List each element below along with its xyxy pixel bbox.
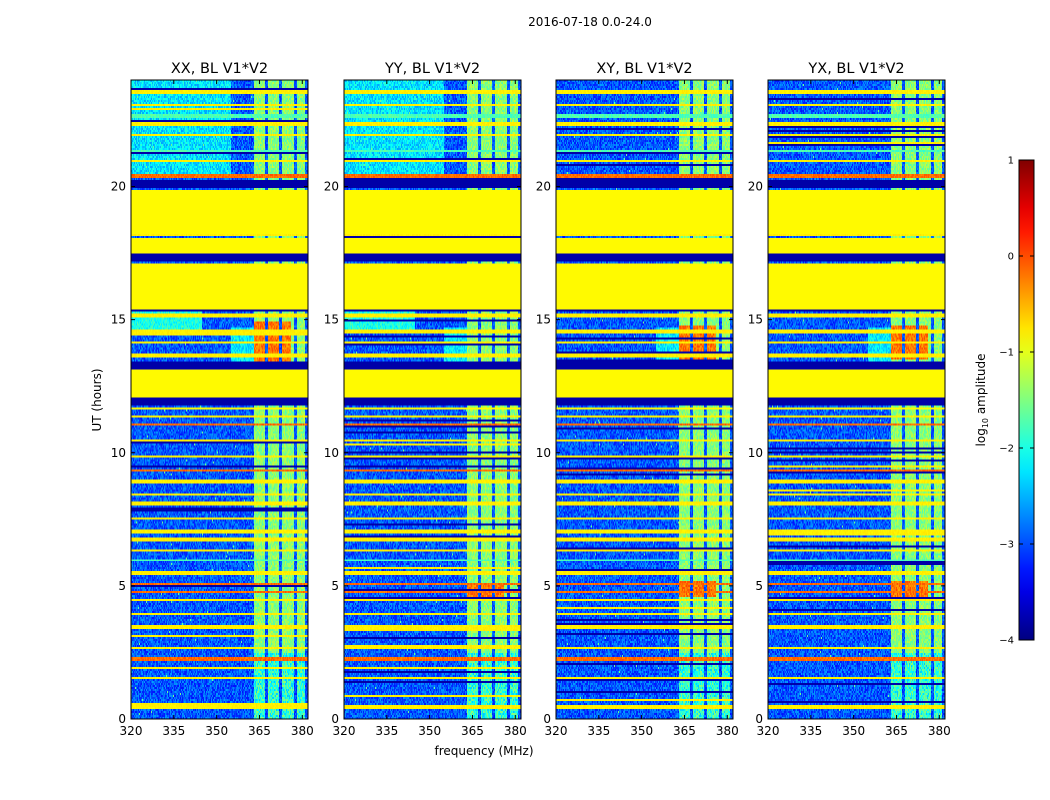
colorbar-tick-label: −3 (999, 540, 1014, 551)
x-tick-label: 365 (885, 724, 908, 738)
x-tick-label: 335 (375, 724, 398, 738)
panel-frame (767, 79, 946, 720)
x-tick-label: 320 (120, 724, 143, 738)
panel-xy: XY, BL V1*V2 320 335 350 365 380 0 5 10 15 20 (536, 61, 739, 738)
x-tick-label: 350 (630, 724, 653, 738)
y-tick-label: 5 (331, 579, 339, 593)
y-tick-label: 10 (536, 446, 551, 460)
y-tick-label: 0 (118, 712, 126, 726)
heatmap-image-xx (131, 80, 308, 719)
y-tick-label: 5 (118, 579, 126, 593)
colorbar-gradient (1018, 159, 1035, 641)
panel-title: YX, BL V1*V2 (807, 61, 904, 77)
colorbar: −4 −3 −2 −1 0 1 (999, 156, 1035, 647)
y-axis-label: UT (hours) (90, 368, 104, 431)
colorbar-tick-label: −1 (999, 348, 1014, 359)
heatmap-image-yx (768, 80, 945, 719)
x-axis-label: frequency (MHz) (434, 744, 533, 758)
colorbar-tick-label: −2 (999, 444, 1014, 455)
y-tick-label: 15 (324, 313, 339, 327)
x-tick-label: 335 (162, 724, 185, 738)
panel-yy: YY, BL V1*V2 320 335 350 365 380 0 5 10 15 20 (324, 61, 527, 738)
panel-title: YY, BL V1*V2 (384, 61, 480, 77)
y-tick-label: 15 (748, 313, 763, 327)
colorbar-label: log10 amplitude (974, 354, 990, 447)
x-tick-label: 365 (248, 724, 271, 738)
y-tick-label: 0 (755, 712, 763, 726)
y-tick-label: 20 (536, 180, 551, 194)
y-tick-label: 5 (543, 579, 551, 593)
colorbar-tick-label: 0 (1008, 252, 1014, 263)
x-tick-label: 380 (291, 724, 314, 738)
x-tick-label: 380 (928, 724, 951, 738)
x-tick-label: 365 (461, 724, 484, 738)
y-tick-label: 20 (111, 180, 126, 194)
x-tick-label: 350 (418, 724, 441, 738)
x-tick-label: 350 (205, 724, 228, 738)
x-tick-label: 320 (757, 724, 780, 738)
panel-title: XX, BL V1*V2 (171, 61, 268, 77)
figure-title: 2016-07-18 0.0-24.0 (528, 15, 652, 29)
colorbar-tick-label: 1 (1008, 156, 1014, 167)
y-tick-label: 15 (536, 313, 551, 327)
y-tick-label: 5 (755, 579, 763, 593)
y-tick-label: 20 (324, 180, 339, 194)
x-tick-label: 335 (587, 724, 610, 738)
panel-xx: XX, BL V1*V2 320 335 350 365 380 0 5 10 15 20 (111, 61, 314, 738)
panel-frame (555, 79, 734, 720)
y-tick-label: 0 (543, 712, 551, 726)
y-tick-label: 10 (748, 446, 763, 460)
heatmap-image-yy (344, 80, 521, 719)
y-tick-label: 15 (111, 313, 126, 327)
x-tick-label: 335 (799, 724, 822, 738)
y-tick-label: 10 (324, 446, 339, 460)
x-tick-label: 320 (545, 724, 568, 738)
y-tick-label: 0 (331, 712, 339, 726)
x-tick-label: 380 (504, 724, 527, 738)
x-tick-label: 365 (673, 724, 696, 738)
heatmap-image-xy (556, 80, 733, 719)
y-tick-label: 10 (111, 446, 126, 460)
panel-title: XY, BL V1*V2 (596, 61, 692, 77)
x-tick-label: 320 (333, 724, 356, 738)
x-tick-label: 350 (842, 724, 865, 738)
panel-frame (130, 79, 309, 720)
panel-frame (343, 79, 522, 720)
x-tick-label: 380 (716, 724, 739, 738)
colorbar-tick-label: −4 (999, 636, 1014, 647)
panel-yx: YX, BL V1*V2 320 335 350 365 380 0 5 10 15 20 (748, 61, 951, 738)
y-tick-label: 20 (748, 180, 763, 194)
